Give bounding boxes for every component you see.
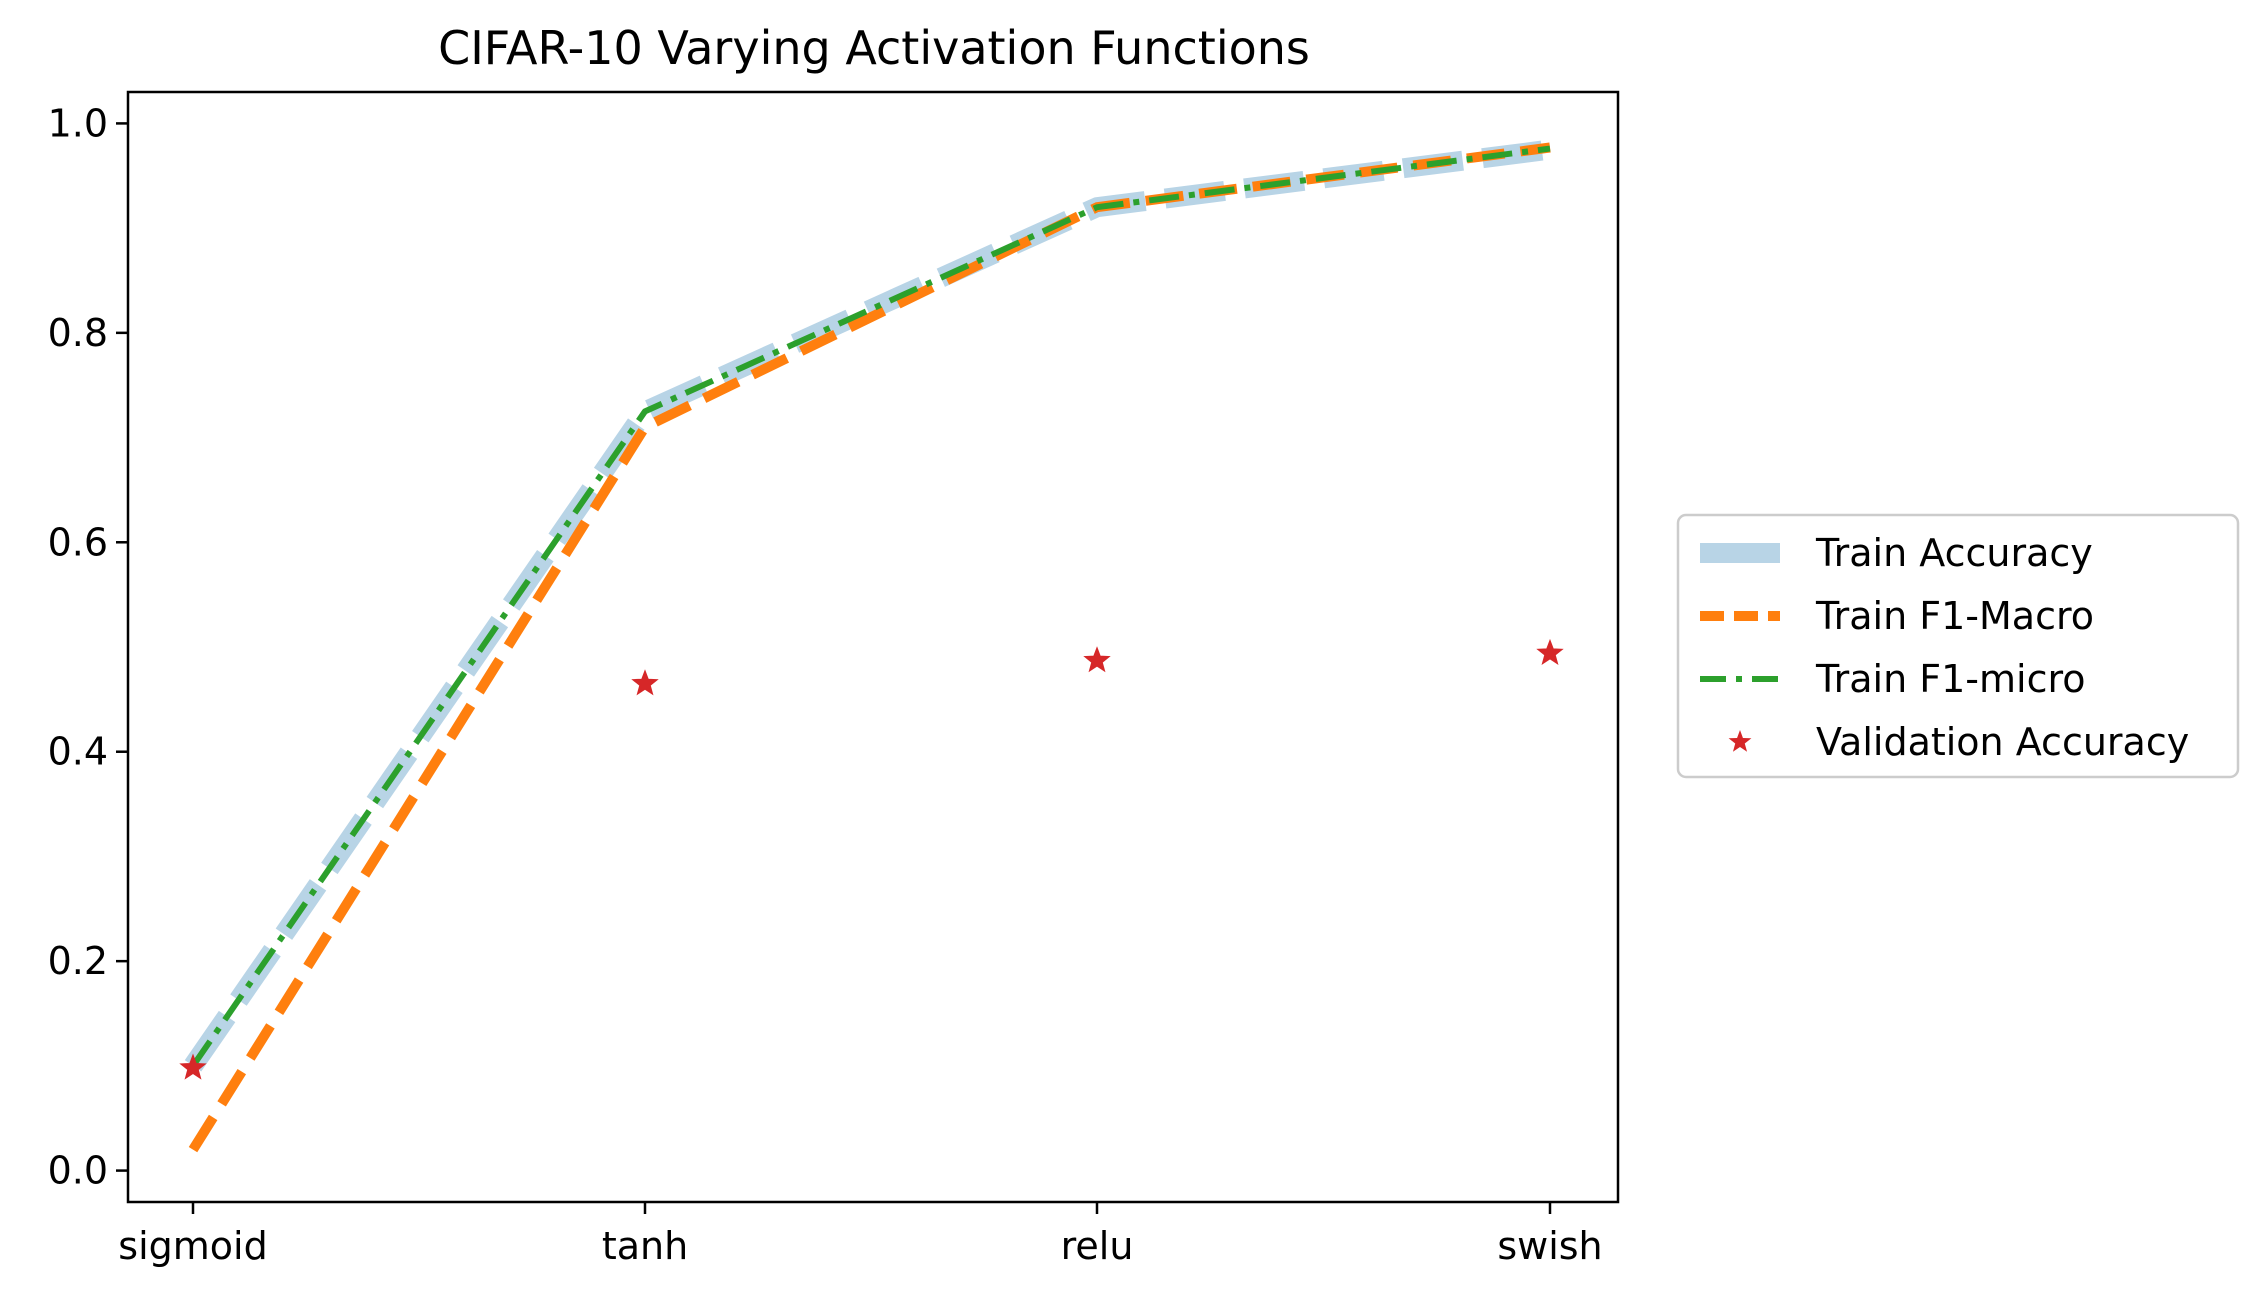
legend-item: Train F1-micro [1700,657,2086,701]
legend-label: Validation Accuracy [1816,720,2189,764]
legend-swatch [1728,730,1752,752]
series-validation-accuracy [179,638,1564,1080]
plot-frame [126,90,1620,1204]
y-axis: 0.0 0.2 0.4 0.6 0.8 1.0 [48,101,128,1193]
series-line [190,145,1551,1068]
y-tick-label: 0.8 [48,311,108,355]
y-tick-label: 1.0 [48,101,108,145]
legend-item: Train Accuracy [1700,531,2093,575]
plot-area: 0.0 0.2 0.4 0.6 0.8 1.0 sigmoid tanh relu swish [48,90,1620,1268]
legend-item: Validation Accuracy [1728,720,2189,764]
legend-frame [1676,513,2240,779]
y-tick-label: 0.2 [48,939,108,983]
x-axis: sigmoid tanh relu swish [118,1202,1603,1268]
data-point-star [1536,638,1564,665]
series-layer [179,139,1564,1153]
data-point-star [631,669,659,696]
series-train-f1-micro [190,145,1551,1068]
data-point-star [1083,646,1111,673]
y-tick-label: 0.6 [48,520,108,564]
x-tick-label: relu [1061,1224,1134,1268]
legend-item: Train F1-Macro [1700,594,2094,638]
data-point-star [179,1053,207,1080]
y-tick-label: 0.4 [48,730,108,774]
x-tick-label: swish [1497,1224,1602,1268]
legend-label: Train Accuracy [1815,531,2093,575]
legend-label: Train F1-Macro [1815,594,2094,638]
y-tick-label: 0.0 [48,1149,108,1193]
series-train-f1-macro [188,142,1551,1153]
legend: Train Accuracy Train F1-Macro Train F1-mic… [1676,513,2240,779]
series-line [184,139,1552,1072]
series-train-accuracy [184,139,1552,1072]
chart-title: CIFAR-10 Varying Activation Functions [438,21,1310,75]
series-line [188,142,1551,1153]
x-tick-label: sigmoid [118,1224,267,1268]
legend-label: Train F1-micro [1815,657,2086,701]
x-tick-label: tanh [602,1224,688,1268]
